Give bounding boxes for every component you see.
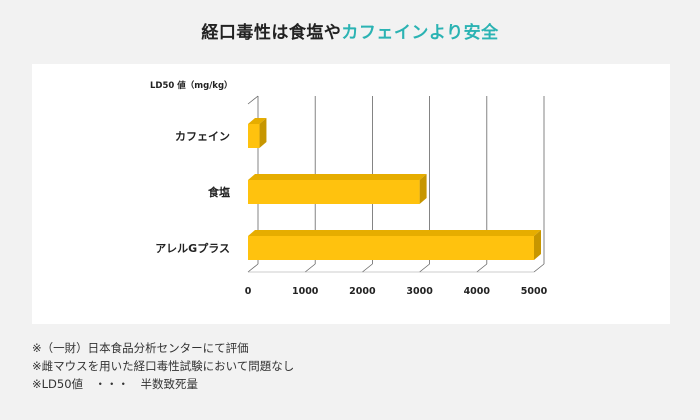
- bar: [248, 124, 260, 148]
- category-label: 食塩: [208, 185, 230, 199]
- title-main: 経口毒性は食塩や: [201, 23, 342, 43]
- footnotes: ※（一財）日本食品分析センターにて評価 ※雌マウスを用いた経口毒性試験において問…: [32, 339, 294, 393]
- page-title: 経口毒性は食塩やカフェインより安全: [0, 18, 700, 43]
- floor-tick: [304, 263, 316, 273]
- bar-side: [419, 174, 427, 204]
- bar-side: [534, 230, 541, 260]
- x-tick-label: 2000: [349, 286, 376, 297]
- wall-edge: [247, 95, 259, 105]
- x-tick-label: 0: [245, 286, 252, 297]
- bar-top: [248, 174, 427, 180]
- bar-top: [248, 230, 541, 236]
- footnote-1: ※（一財）日本食品分析センターにて評価: [32, 341, 249, 355]
- footnote-3: ※LD50値 ・・・ 半数致死量: [32, 377, 199, 391]
- floor-tick: [476, 263, 488, 273]
- bar: [248, 180, 420, 204]
- floor-tick: [533, 263, 545, 273]
- unit-label: LD50 値（mg/kg）: [150, 80, 233, 91]
- x-tick-label: 5000: [521, 286, 548, 297]
- category-label: アレルGプラス: [155, 241, 230, 255]
- x-tick-label: 4000: [464, 286, 491, 297]
- x-tick-label: 1000: [292, 286, 319, 297]
- chart-panel: LD50 値（mg/kg） 0 1000 2000 3000 4000 5000 カフェイン…: [32, 64, 670, 324]
- floor-tick: [247, 263, 259, 273]
- floor-tick: [362, 263, 373, 273]
- ld50-bar-chart: LD50 値（mg/kg） 0 1000 2000 3000 4000 5000 カフェイン…: [150, 80, 548, 297]
- footnote-2: ※雌マウスを用いた経口毒性試験において問題なし: [32, 359, 295, 373]
- title-accent: カフェインより安全: [341, 23, 499, 43]
- x-tick-label: 3000: [406, 286, 433, 297]
- bar: [248, 236, 534, 260]
- bar-top: [248, 118, 267, 124]
- bar-side: [259, 118, 267, 148]
- floor-tick: [419, 263, 430, 273]
- category-label: カフェイン: [175, 130, 230, 143]
